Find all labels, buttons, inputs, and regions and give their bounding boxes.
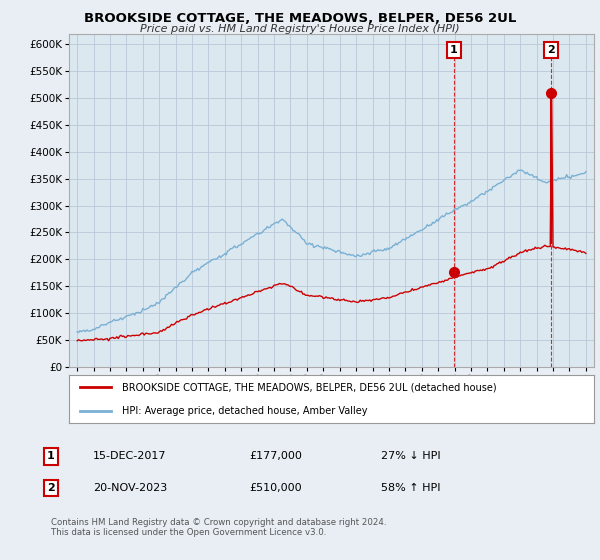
Text: 15-DEC-2017: 15-DEC-2017 [93,451,167,461]
Text: £177,000: £177,000 [249,451,302,461]
Text: £510,000: £510,000 [249,483,302,493]
Text: 20-NOV-2023: 20-NOV-2023 [93,483,167,493]
Text: 2: 2 [547,45,555,55]
Text: 27% ↓ HPI: 27% ↓ HPI [381,451,440,461]
Text: BROOKSIDE COTTAGE, THE MEADOWS, BELPER, DE56 2UL (detached house): BROOKSIDE COTTAGE, THE MEADOWS, BELPER, … [121,382,496,392]
Text: 1: 1 [450,45,458,55]
Text: HPI: Average price, detached house, Amber Valley: HPI: Average price, detached house, Ambe… [121,406,367,416]
Text: BROOKSIDE COTTAGE, THE MEADOWS, BELPER, DE56 2UL: BROOKSIDE COTTAGE, THE MEADOWS, BELPER, … [84,12,516,25]
Text: Price paid vs. HM Land Registry's House Price Index (HPI): Price paid vs. HM Land Registry's House … [140,24,460,34]
Text: 1: 1 [47,451,55,461]
Text: 2: 2 [47,483,55,493]
Text: Contains HM Land Registry data © Crown copyright and database right 2024.
This d: Contains HM Land Registry data © Crown c… [51,518,386,537]
Text: 58% ↑ HPI: 58% ↑ HPI [381,483,440,493]
